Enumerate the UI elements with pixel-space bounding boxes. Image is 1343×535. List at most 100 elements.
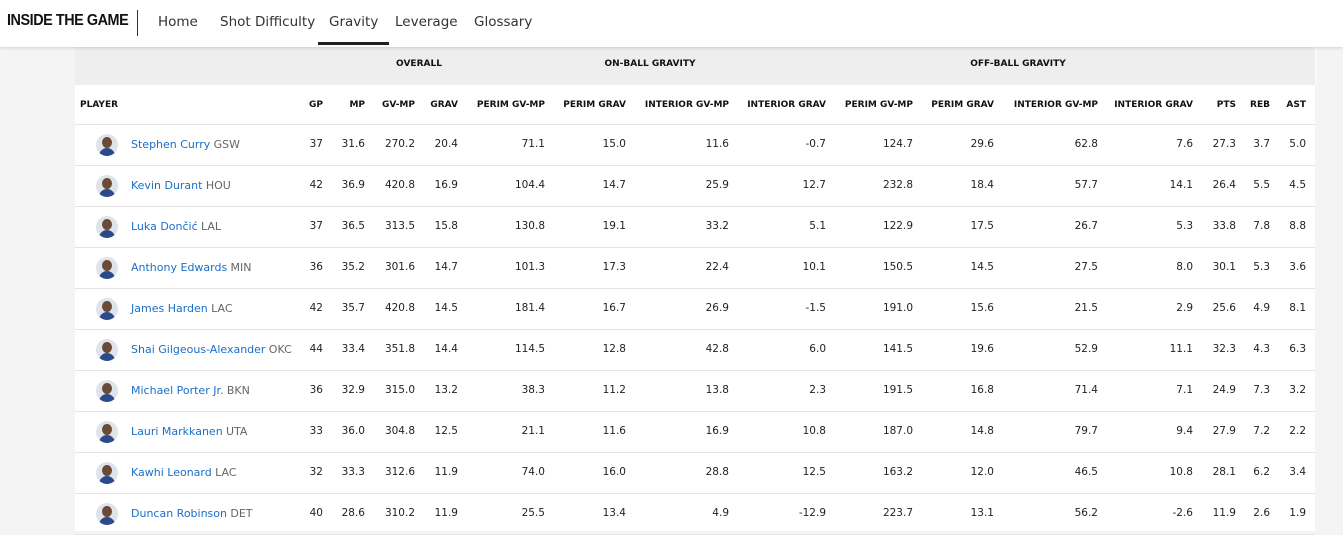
- row-divider: [75, 370, 1315, 371]
- nav-link[interactable]: Glossary: [474, 14, 533, 30]
- avatar-head: [102, 301, 112, 312]
- player-cell: James Harden LAC: [131, 302, 233, 315]
- group-cell: [75, 47, 301, 85]
- player-name[interactable]: Kawhi Leonard: [131, 466, 212, 479]
- stat-cell: 19.6: [970, 343, 994, 355]
- player-name[interactable]: Duncan Robinson: [131, 507, 227, 520]
- player-avatar: [96, 298, 118, 320]
- nav-link[interactable]: Gravity: [318, 14, 390, 45]
- stat-cell: 130.8: [514, 220, 545, 232]
- player-cell: Luka Dončić LAL: [131, 220, 221, 233]
- stat-cell: 29.6: [970, 138, 994, 150]
- stat-cell: 57.7: [1074, 179, 1098, 191]
- player-name[interactable]: James Harden: [131, 302, 208, 315]
- stat-cell: 33.8: [1212, 220, 1236, 232]
- nav-link[interactable]: Home: [158, 14, 198, 30]
- stat-cell: 313.5: [384, 220, 415, 232]
- team: LAL: [201, 220, 222, 233]
- row-divider: [75, 247, 1315, 248]
- stat-cell: 122.9: [882, 220, 913, 232]
- stat-cell: 101.3: [514, 261, 545, 273]
- player-avatar: [96, 257, 118, 279]
- player-name[interactable]: Luka Dončić: [131, 220, 198, 233]
- stat-cell: 5.5: [1253, 179, 1270, 191]
- group-label: ON-BALL GRAVITY: [604, 59, 696, 69]
- stat-cell: 5.3: [1253, 261, 1270, 273]
- stat-cell: 30.1: [1212, 261, 1236, 273]
- stat-cell: 4.9: [712, 507, 729, 519]
- stat-cell: 7.1: [1176, 384, 1193, 396]
- stat-cell: 40: [309, 507, 323, 519]
- stat-cell: 33.4: [341, 343, 365, 355]
- stat-cell: 301.6: [384, 261, 415, 273]
- group-label: OVERALL: [396, 59, 442, 69]
- stat-cell: 11.6: [602, 425, 626, 437]
- stat-cell: 2.3: [809, 384, 826, 396]
- player-name[interactable]: Anthony Edwards: [131, 261, 228, 274]
- stat-cell: 35.7: [341, 302, 365, 314]
- player-name[interactable]: Lauri Markkanen: [131, 425, 223, 438]
- player-name[interactable]: Michael Porter Jr.: [131, 384, 224, 397]
- avatar-body: [99, 517, 115, 525]
- avatar-body: [99, 312, 115, 320]
- stat-cell: 71.4: [1074, 384, 1098, 396]
- group-cell: [300, 47, 373, 85]
- logo[interactable]: INSIDE THE GAME: [7, 12, 129, 29]
- stat-cell: 4.5: [1289, 179, 1306, 191]
- stat-cell: 15.0: [602, 138, 626, 150]
- team: MIN: [230, 261, 252, 274]
- stat-cell: 79.7: [1074, 425, 1098, 437]
- stat-cell: 163.2: [882, 466, 913, 478]
- avatar-body: [99, 394, 115, 402]
- stat-cell: 33: [309, 425, 323, 437]
- group-cell: [1202, 47, 1316, 85]
- stat-cell: 42: [309, 302, 323, 314]
- stat-cell: 33.3: [341, 466, 365, 478]
- column-header: INTERIOR GRAV: [747, 100, 826, 110]
- player-name[interactable]: Kevin Durant: [131, 179, 203, 192]
- nav-link[interactable]: Leverage: [395, 14, 458, 30]
- stat-cell: 104.4: [514, 179, 545, 191]
- player-cell: Shai Gilgeous-Alexander OKC: [131, 343, 292, 356]
- stat-cell: 3.6: [1289, 261, 1306, 273]
- column-header: GP: [309, 100, 323, 110]
- stat-cell: 14.5: [970, 261, 994, 273]
- avatar-head: [102, 260, 112, 271]
- stat-cell: 27.5: [1074, 261, 1098, 273]
- stat-cell: 7.6: [1176, 138, 1193, 150]
- divider: [137, 10, 138, 36]
- group-cell: [834, 47, 1203, 85]
- stat-cell: 14.7: [602, 179, 626, 191]
- stat-cell: 7.2: [1253, 425, 1270, 437]
- avatar-head: [102, 465, 112, 476]
- stat-cell: 420.8: [384, 302, 415, 314]
- stat-cell: 36.9: [341, 179, 365, 191]
- player-name[interactable]: Shai Gilgeous-Alexander: [131, 343, 266, 356]
- stat-cell: -12.9: [798, 507, 826, 519]
- stat-cell: 8.0: [1176, 261, 1193, 273]
- stat-cell: 32: [309, 466, 323, 478]
- player-name[interactable]: Stephen Curry: [131, 138, 211, 151]
- stat-cell: 191.5: [882, 384, 913, 396]
- column-header: PERIM GRAV: [563, 100, 626, 110]
- stat-cell: 11.9: [434, 507, 458, 519]
- stat-cell: 14.5: [434, 302, 458, 314]
- stat-cell: 32.3: [1212, 343, 1236, 355]
- row-divider: [75, 452, 1315, 453]
- column-header: PTS: [1216, 100, 1236, 110]
- column-header: INTERIOR GRAV: [1114, 100, 1193, 110]
- stat-cell: 11.1: [1169, 343, 1193, 355]
- player-cell: Lauri Markkanen UTA: [131, 425, 247, 438]
- player-avatar: [96, 216, 118, 238]
- column-header: PERIM GRAV: [931, 100, 994, 110]
- stat-cell: 2.6: [1253, 507, 1270, 519]
- stat-cell: 42.8: [705, 343, 729, 355]
- stat-cell: 46.5: [1074, 466, 1098, 478]
- header: INSIDE THE GAME Home Shot Difficulty Gravi…: [0, 0, 1343, 47]
- nav-link[interactable]: Shot Difficulty: [220, 14, 316, 30]
- avatar-body: [99, 435, 115, 443]
- stat-cell: 19.1: [602, 220, 626, 232]
- player-cell: Stephen Curry GSW: [131, 138, 240, 151]
- stat-cell: 16.0: [602, 466, 626, 478]
- player-avatar: [96, 380, 118, 402]
